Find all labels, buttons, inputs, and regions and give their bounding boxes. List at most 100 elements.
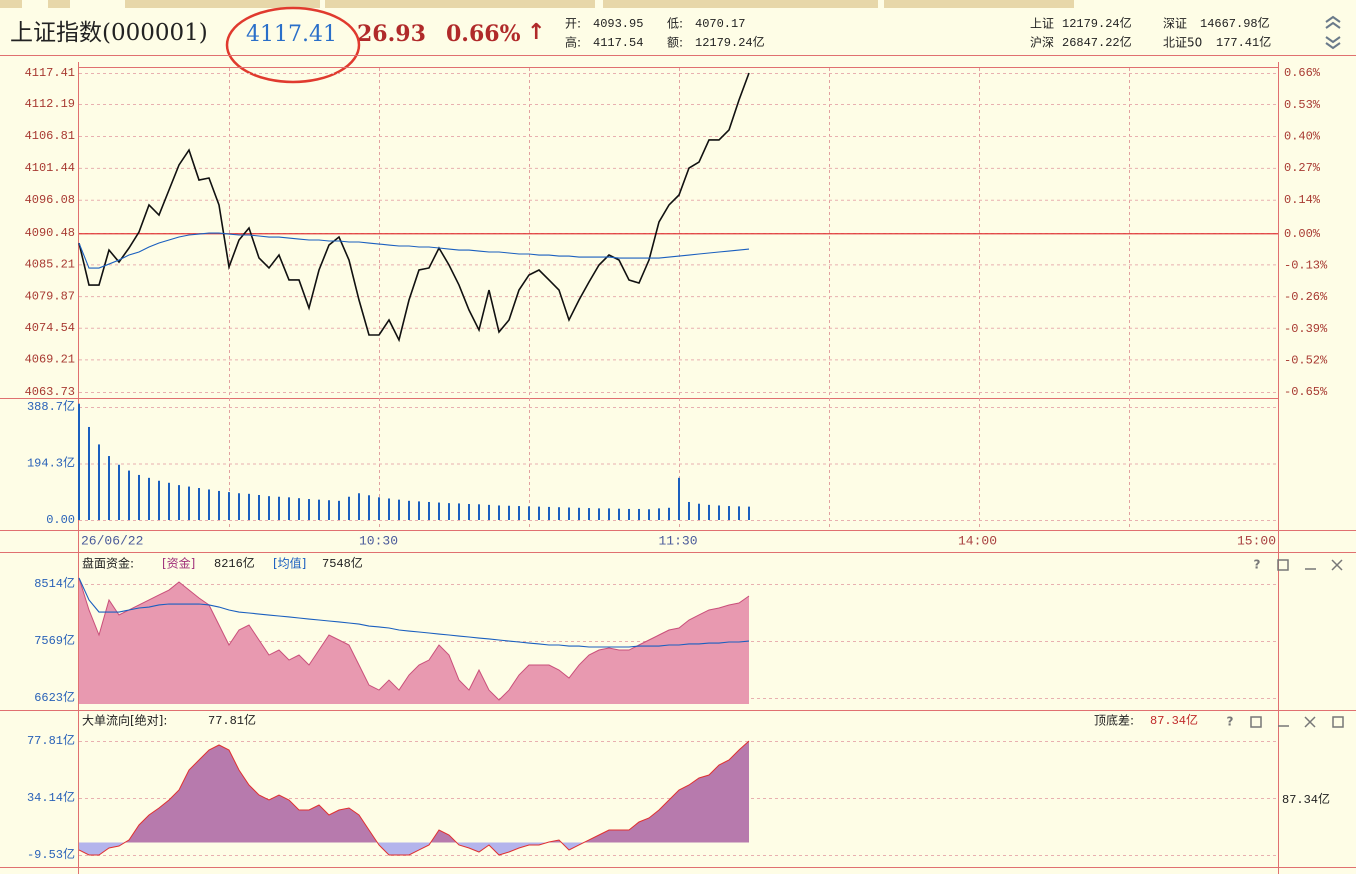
- volume-bar: [258, 494, 260, 520]
- y2-tick-label: 0.66%: [1284, 66, 1321, 80]
- volume-bar: [748, 506, 750, 520]
- maximize-icon[interactable]: [1277, 559, 1289, 571]
- stat-label: 额:: [667, 36, 683, 50]
- y2-tick-label: -0.26%: [1284, 290, 1328, 304]
- volume-bar: [348, 496, 350, 520]
- volume-bar: [188, 486, 190, 520]
- index-name: 上证指数(000001): [10, 20, 208, 46]
- stat-value: 4117.54: [593, 36, 643, 50]
- y-tick-label: 4090.48: [25, 226, 75, 240]
- volume-bar: [198, 488, 200, 520]
- volume-bar: [558, 507, 560, 520]
- stat-label: 开:: [565, 17, 581, 31]
- stat-value: 12179.24亿: [695, 34, 765, 50]
- tab: [884, 0, 1074, 8]
- index-change: 26.93: [357, 21, 426, 47]
- y-tick-label: 4069.21: [25, 353, 75, 367]
- flow-title-value: 77.81亿: [208, 712, 256, 728]
- volume-bar: [628, 508, 630, 520]
- volume-bar: [568, 507, 570, 520]
- market-value: 177.41亿: [1216, 34, 1271, 50]
- index-change-pct: 0.66%: [446, 21, 521, 47]
- tab: [125, 0, 320, 8]
- y-tick-label: -9.53亿: [27, 846, 75, 862]
- y-tick-label: 4085.21: [25, 258, 75, 272]
- volume-bar: [648, 509, 650, 520]
- volume-bar: [588, 508, 590, 520]
- volume-bar: [318, 499, 320, 520]
- volume-bar: [358, 493, 360, 520]
- maximize-icon[interactable]: [1250, 716, 1262, 728]
- time-label: 14:00: [958, 533, 997, 548]
- fund-title: 盘面资金:: [82, 556, 134, 571]
- legend-value: 8216亿: [214, 555, 255, 571]
- volume-bar: [168, 482, 170, 520]
- volume-bar: [698, 503, 700, 520]
- area: [79, 577, 749, 704]
- help-icon[interactable]: ?: [1227, 715, 1234, 729]
- stat-label: 高:: [565, 35, 581, 50]
- volume-bar: [668, 507, 670, 520]
- volume-bar: [338, 500, 340, 520]
- volume-bar: [148, 477, 150, 520]
- scroll-down[interactable]: [1325, 36, 1341, 50]
- spread-value: 87.34亿: [1150, 712, 1198, 728]
- volume-bar: [448, 503, 450, 520]
- legend-value: 7548亿: [322, 555, 363, 571]
- volume-bar: [458, 503, 460, 520]
- y2-tick-label: 0.00%: [1284, 227, 1321, 241]
- price-line: [78, 72, 750, 343]
- area-outline: [78, 740, 750, 856]
- volume-bar: [538, 506, 540, 520]
- close-icon[interactable]: [1304, 716, 1316, 728]
- volume-bar: [658, 508, 660, 520]
- close-icon[interactable]: [1331, 559, 1343, 571]
- y-tick-label: 34.14亿: [27, 789, 75, 805]
- volume-bar: [738, 506, 740, 520]
- y-tick-label: 6623亿: [34, 689, 75, 705]
- volume-bar: [378, 497, 380, 520]
- volume-bar: [178, 485, 180, 520]
- time-label: 15:00: [1237, 533, 1276, 548]
- index-price: 4117.41: [246, 22, 337, 47]
- volume-bar: [718, 505, 720, 520]
- volume-bar: [688, 501, 690, 520]
- volume-bar: [248, 493, 250, 520]
- y-tick-label: 4117.41: [25, 66, 75, 80]
- volume-bar: [418, 501, 420, 520]
- spread-axis-value: 87.34亿: [1282, 791, 1330, 807]
- help-icon[interactable]: ?: [1254, 558, 1261, 572]
- volume-bar: [608, 508, 610, 520]
- y-tick-label: 4079.87: [25, 289, 75, 303]
- volume-bar: [398, 499, 400, 520]
- scroll-up[interactable]: [1325, 15, 1341, 29]
- market-value: 26847.22亿: [1062, 34, 1132, 50]
- fund-icons[interactable]: ?: [1254, 558, 1343, 572]
- volume-bar: [128, 470, 130, 520]
- volume-bar: [638, 508, 640, 520]
- y2-tick-label: 0.40%: [1284, 129, 1321, 143]
- spread-label: 顶底差:: [1094, 713, 1134, 728]
- tab: [0, 0, 22, 8]
- restore-icon[interactable]: [1332, 716, 1344, 728]
- flow-icons[interactable]: ?: [1227, 715, 1344, 729]
- volume-bar: [308, 499, 310, 520]
- volume-bar: [428, 501, 430, 520]
- volume-bar: [208, 489, 210, 520]
- market-label: 深证: [1163, 17, 1187, 31]
- volume-bar: [618, 508, 620, 520]
- average-line: [78, 577, 750, 648]
- y-tick-label: 4106.81: [25, 129, 75, 143]
- scroll-arrows[interactable]: [1325, 15, 1341, 50]
- time-label: 10:30: [359, 533, 398, 548]
- y-tick-label: 7569亿: [34, 632, 75, 648]
- market-value: 14667.98亿: [1200, 15, 1270, 31]
- stat-value: 4070.17: [695, 17, 745, 31]
- volume-bar: [268, 496, 270, 520]
- volume-bar: [118, 464, 120, 520]
- volume-bar: [728, 506, 730, 520]
- volume-bar: [478, 504, 480, 520]
- volume-bar: [438, 502, 440, 520]
- volume-bar: [468, 504, 470, 520]
